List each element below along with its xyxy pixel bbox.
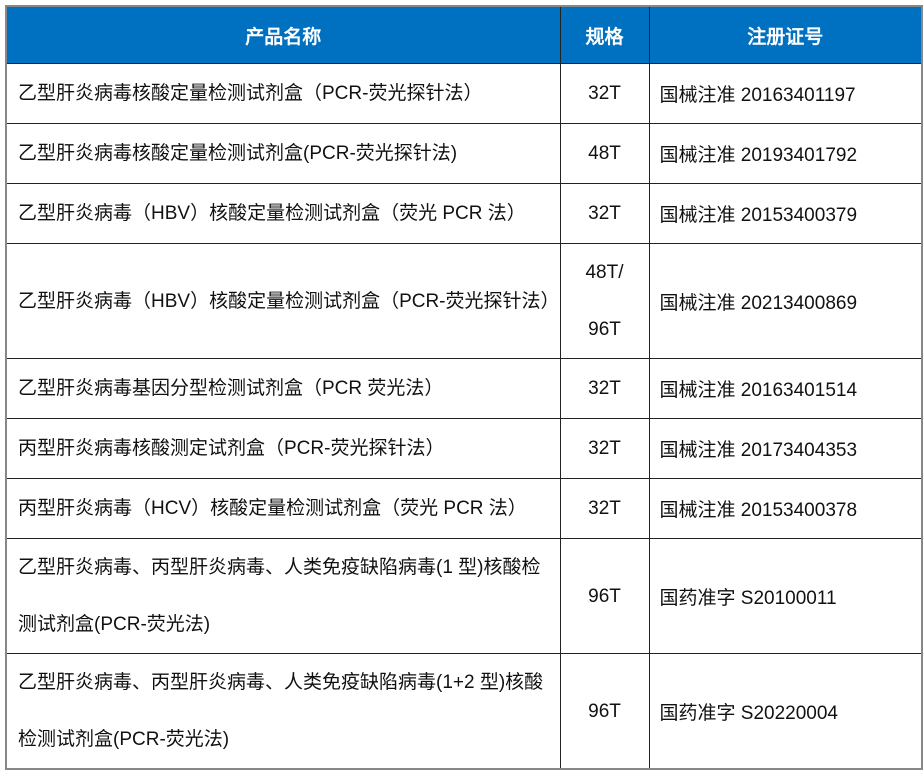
registration-no-cell: 国械注准 20163401197	[648, 63, 923, 124]
table-row: 乙型肝炎病毒核酸定量检测试剂盒（PCR-荧光探针法） 32T 国械注准 201634…	[5, 63, 923, 124]
registration-no-cell: 国械注准 20163401514	[648, 358, 923, 419]
table-row: 乙型肝炎病毒核酸定量检测试剂盒(PCR-荧光探针法) 48T 国械注准 201934…	[5, 123, 923, 184]
table-row: 乙型肝炎病毒、丙型肝炎病毒、人类免疫缺陷病毒(1+2 型)核酸检测试剂盒(PCR…	[5, 653, 923, 770]
table-row: 乙型肝炎病毒（HBV）核酸定量检测试剂盒（荧光 PCR 法） 32T 国械注准 20…	[5, 183, 923, 244]
product-name-cell: 乙型肝炎病毒核酸定量检测试剂盒(PCR-荧光探针法)	[5, 123, 561, 184]
product-name-cell: 丙型肝炎病毒核酸测定试剂盒（PCR-荧光探针法）	[5, 418, 561, 479]
product-name-cell: 乙型肝炎病毒、丙型肝炎病毒、人类免疫缺陷病毒(1+2 型)核酸检测试剂盒(PCR…	[5, 653, 561, 770]
table-row: 丙型肝炎病毒核酸测定试剂盒（PCR-荧光探针法） 32T 国械注准 20173404…	[5, 418, 923, 479]
product-name-cell: 乙型肝炎病毒（HBV）核酸定量检测试剂盒（荧光 PCR 法）	[5, 183, 561, 244]
product-name-cell: 乙型肝炎病毒基因分型检测试剂盒（PCR 荧光法）	[5, 358, 561, 419]
spec-cell: 48T/ 96T	[559, 243, 650, 359]
spec-cell: 32T	[559, 63, 650, 124]
product-name-cell: 丙型肝炎病毒（HCV）核酸定量检测试剂盒（荧光 PCR 法）	[5, 478, 561, 539]
product-name-cell: 乙型肝炎病毒（HBV）核酸定量检测试剂盒（PCR-荧光探针法）	[5, 243, 561, 359]
registration-no-cell: 国械注准 20193401792	[648, 123, 923, 184]
spec-cell: 96T	[559, 538, 650, 654]
registration-no-cell: 国械注准 20153400379	[648, 183, 923, 244]
spec-cell: 32T	[559, 418, 650, 479]
header-registration-no: 注册证号	[648, 5, 923, 64]
table-row: 乙型肝炎病毒、丙型肝炎病毒、人类免疫缺陷病毒(1 型)核酸检测试剂盒(PCR-荧…	[5, 538, 923, 654]
table-row: 乙型肝炎病毒基因分型检测试剂盒（PCR 荧光法） 32T 国械注准 20163401…	[5, 358, 923, 419]
registration-no-cell: 国械注准 20213400869	[648, 243, 923, 359]
header-product-name: 产品名称	[5, 5, 561, 64]
table-header-row: 产品名称 规格 注册证号	[5, 5, 923, 64]
table-row: 丙型肝炎病毒（HCV）核酸定量检测试剂盒（荧光 PCR 法） 32T 国械注准 20…	[5, 478, 923, 539]
product-name-cell: 乙型肝炎病毒核酸定量检测试剂盒（PCR-荧光探针法）	[5, 63, 561, 124]
product-table: 产品名称 规格 注册证号 乙型肝炎病毒核酸定量检测试剂盒（PCR-荧光探针法） 3…	[5, 5, 923, 770]
registration-no-cell: 国药准字 S20100011	[648, 538, 923, 654]
header-spec: 规格	[559, 5, 650, 64]
spec-cell: 32T	[559, 478, 650, 539]
registration-no-cell: 国药准字 S20220004	[648, 653, 923, 770]
spec-cell: 48T	[559, 123, 650, 184]
table-row: 乙型肝炎病毒（HBV）核酸定量检测试剂盒（PCR-荧光探针法） 48T/ 96T 国…	[5, 243, 923, 359]
product-name-cell: 乙型肝炎病毒、丙型肝炎病毒、人类免疫缺陷病毒(1 型)核酸检测试剂盒(PCR-荧…	[5, 538, 561, 654]
spec-cell: 96T	[559, 653, 650, 770]
spec-cell: 32T	[559, 358, 650, 419]
spec-cell: 32T	[559, 183, 650, 244]
registration-no-cell: 国械注准 20153400378	[648, 478, 923, 539]
registration-no-cell: 国械注准 20173404353	[648, 418, 923, 479]
